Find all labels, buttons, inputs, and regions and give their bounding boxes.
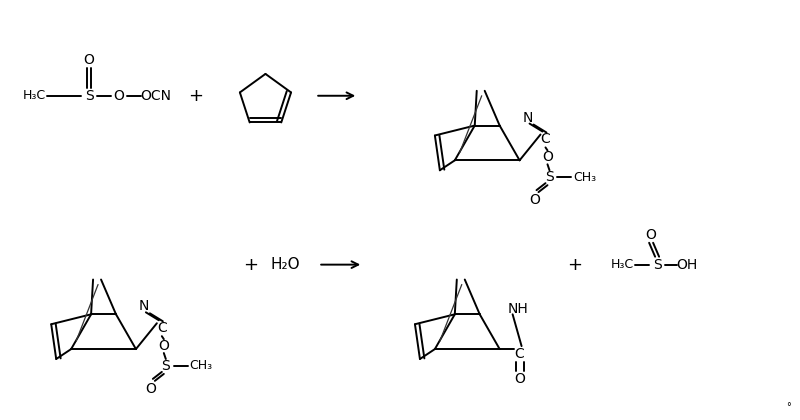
Text: N: N [138,299,149,313]
Text: S: S [653,257,662,272]
Text: +: + [243,256,258,274]
Text: °: ° [786,402,791,412]
Text: O: O [529,193,540,207]
Text: CH₃: CH₃ [189,360,212,373]
Text: NH: NH [508,302,528,316]
Text: O: O [114,89,125,103]
Text: O: O [542,150,553,164]
Text: C: C [514,347,525,361]
Text: O: O [514,372,525,386]
Text: S: S [85,89,94,103]
Text: O: O [146,382,156,396]
Text: +: + [567,256,582,274]
Text: H₃C: H₃C [610,258,634,271]
Text: O: O [84,53,94,67]
Text: CH₃: CH₃ [573,171,596,184]
Text: OH: OH [676,257,698,272]
Text: H₃C: H₃C [22,89,46,102]
Text: H₂O: H₂O [270,257,300,272]
Text: C: C [541,132,550,147]
Text: S: S [545,170,554,184]
Text: OCN: OCN [140,89,171,103]
Text: N: N [522,110,533,125]
Text: C: C [157,321,166,335]
Text: O: O [158,339,170,353]
Text: +: + [188,87,203,105]
Text: S: S [162,359,170,373]
Text: O: O [646,228,657,242]
